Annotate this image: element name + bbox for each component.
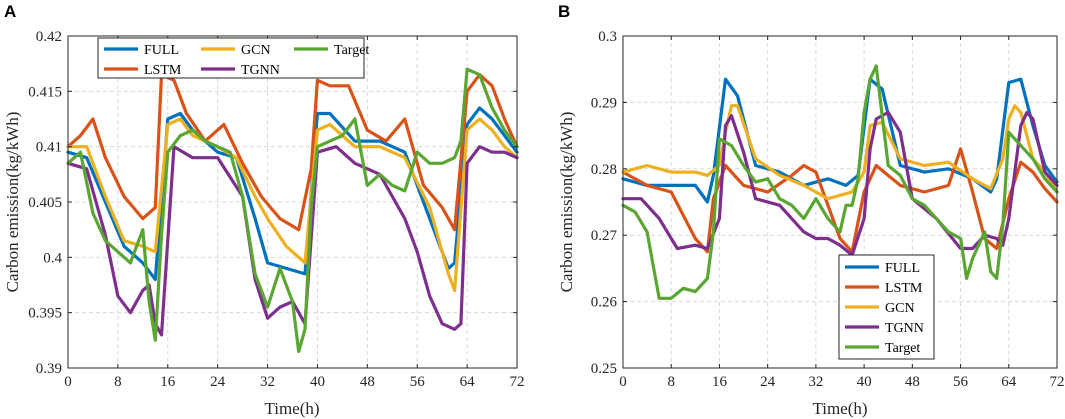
x-tick-label: 48 [905, 374, 920, 390]
x-tick-label: 64 [1001, 374, 1017, 390]
axes-frame-b [622, 35, 1058, 369]
y-axis-label-b: Carbon emission(kg/kWh) [557, 112, 576, 293]
y-tick-label: 0.405 [28, 195, 62, 211]
x-tick-label: 0 [619, 374, 627, 390]
legend-label-full: FULL [885, 261, 920, 276]
ticks-a: 0 8 16 24 32 40 48 56 64 72 0.39 0.395 0.4 0.405 0.41 0… [28, 29, 524, 390]
series-line-target [621, 64, 1059, 300]
ticks-b: 0 8 16 24 32 40 48 56 64 72 0.25 0.26 0.27 0.28 0.29 0.… [591, 29, 1065, 390]
y-tick-label: 0.26 [591, 295, 618, 311]
y-tick-label: 0.29 [591, 95, 617, 111]
legend-label-tgnn: TGNN [885, 321, 924, 336]
series-group-a [66, 67, 519, 353]
legend-a: FULL GCN Target LSTM TGNN [97, 37, 369, 79]
y-tick-label: 0.41 [36, 140, 62, 156]
y-tick-label: 0.42 [36, 29, 62, 45]
legend-entry-tgnn: TGNN [845, 321, 924, 336]
legend-entry-lstm: LSTM [845, 281, 923, 296]
y-tick-label: 0.39 [36, 361, 62, 377]
series-line-gcn [621, 104, 1059, 201]
legend-entry-lstm: LSTM [104, 63, 182, 78]
x-axis-label-b: Time(h) [812, 399, 867, 418]
x-tick-label: 16 [160, 374, 176, 390]
legend-label-tgnn: TGNN [241, 63, 280, 78]
x-tick-label: 72 [510, 374, 525, 390]
x-tick-label: 32 [260, 374, 275, 390]
legend-entry-target: Target [294, 43, 369, 58]
x-tick-label: 40 [310, 374, 325, 390]
legend-label-gcn: GCN [241, 43, 271, 58]
legend-entry-full: FULL [104, 43, 179, 58]
x-tick-label: 32 [808, 374, 823, 390]
x-tick-label: 56 [953, 374, 969, 390]
legend-entry-full: FULL [845, 261, 920, 276]
x-tick-label: 24 [760, 374, 776, 390]
y-tick-label: 0.27 [591, 228, 618, 244]
legend-entry-gcn: GCN [201, 43, 271, 58]
legend-b: FULL LSTM GCN TGNN Target [838, 254, 935, 360]
panel-letter-a: A [4, 2, 16, 21]
y-tick-label: 0.415 [28, 84, 62, 100]
panel-a: A Carbon emission(kg/kWh) Time(h) 0 8 16 24… [3, 2, 525, 418]
series-line-lstm [66, 73, 519, 232]
legend-label-target: Target [334, 43, 369, 58]
y-tick-label: 0.3 [598, 29, 617, 45]
legend-label-lstm: LSTM [144, 63, 182, 78]
x-tick-label: 72 [1050, 374, 1065, 390]
series-group-b [621, 64, 1059, 300]
x-tick-label: 8 [114, 374, 122, 390]
x-axis-label-a: Time(h) [264, 399, 319, 418]
x-tick-label: 40 [857, 374, 872, 390]
grid-a [68, 36, 517, 368]
x-tick-label: 8 [667, 374, 675, 390]
legend-label-full: FULL [144, 43, 179, 58]
x-tick-label: 16 [712, 374, 728, 390]
panel-letter-b: B [558, 2, 570, 21]
x-tick-label: 48 [360, 374, 375, 390]
legend-entry-target: Target [845, 341, 920, 356]
legend-label-gcn: GCN [885, 301, 915, 316]
legend-label-target: Target [885, 341, 920, 356]
legend-box-a [97, 37, 365, 79]
y-tick-label: 0.4 [43, 250, 62, 266]
legend-entry-gcn: GCN [845, 301, 915, 316]
y-tick-label: 0.395 [28, 306, 62, 322]
y-tick-label: 0.28 [591, 162, 617, 178]
x-tick-label: 56 [410, 374, 426, 390]
series-line-tgnn [621, 110, 1059, 257]
y-tick-label: 0.25 [591, 361, 617, 377]
legend-entry-tgnn: TGNN [201, 63, 280, 78]
series-line-gcn [66, 117, 519, 293]
x-tick-label: 64 [460, 374, 476, 390]
x-tick-label: 24 [210, 374, 226, 390]
y-axis-label-a: Carbon emission(kg/kWh) [3, 112, 22, 293]
x-tick-label: 0 [64, 374, 72, 390]
legend-label-lstm: LSTM [885, 281, 923, 296]
series-line-target [66, 67, 519, 353]
panel-b: B Carbon emission(kg/kWh) Time(h) 0 8 16 24… [557, 2, 1065, 418]
